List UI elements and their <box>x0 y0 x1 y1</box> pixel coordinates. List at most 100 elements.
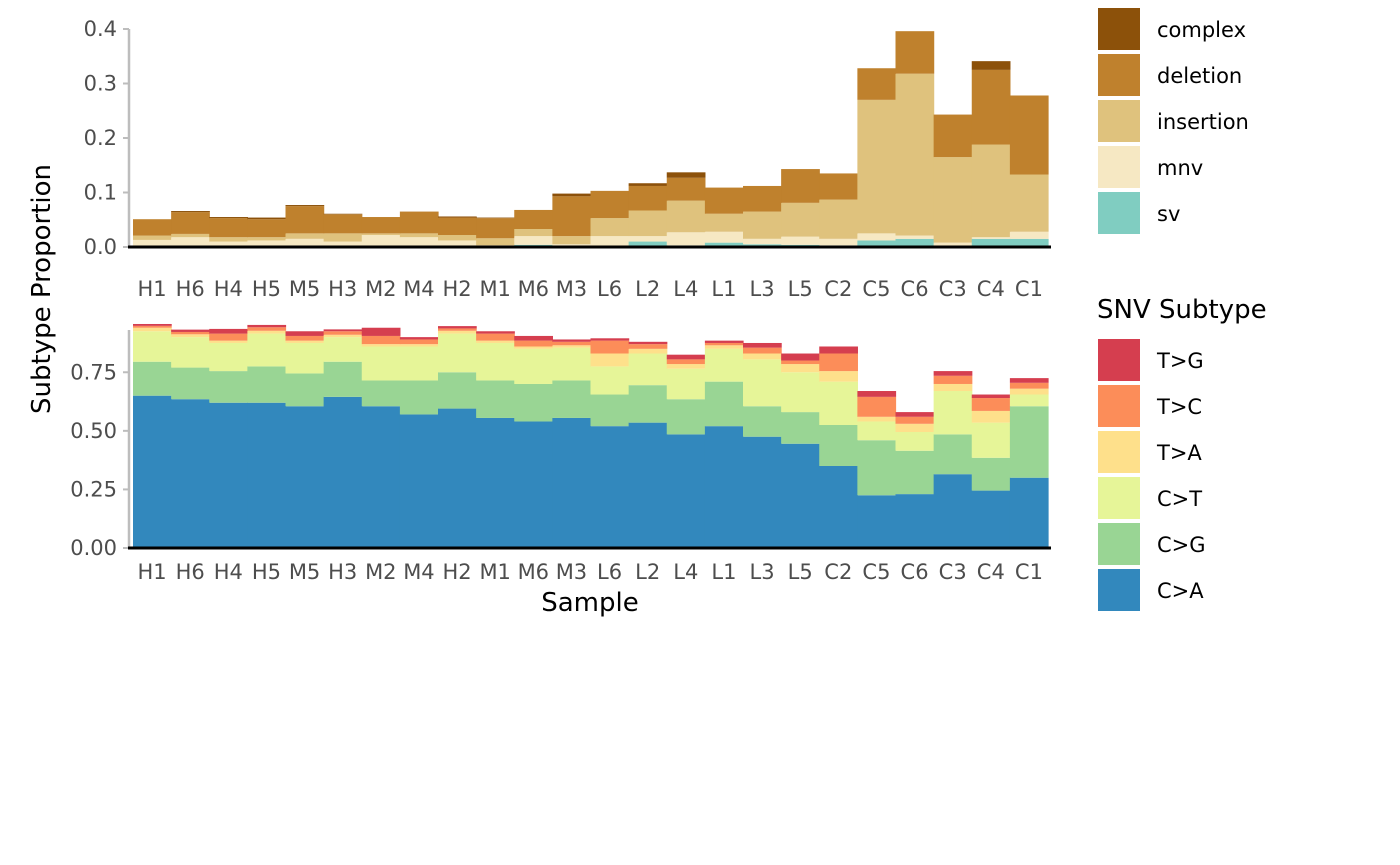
bar-segment-insertion-m3 <box>552 236 592 245</box>
bar-segment-insertion-c3 <box>933 157 973 243</box>
bar-segment-mnv-h4 <box>209 241 248 247</box>
x-tick-label: C1 <box>1015 277 1043 301</box>
x-tick-label: H3 <box>328 277 357 301</box>
bar-segment-complex-l4 <box>666 172 706 178</box>
legend-label-t-to-c: T>C <box>1156 395 1202 419</box>
bar-segment-complex-h3 <box>323 213 363 215</box>
legend-swatch-c-to-g <box>1098 523 1140 565</box>
bar-segment-t-to-a-m6 <box>514 346 553 349</box>
x-tick-label: C1 <box>1015 560 1043 584</box>
bar-segment-t-to-a-l2 <box>628 348 668 354</box>
x-tick-label: L4 <box>673 560 698 584</box>
x-tick-label: C4 <box>977 560 1005 584</box>
bar-segment-c-to-t-m6 <box>514 348 553 384</box>
bar-segment-c-to-t-c3 <box>933 391 973 435</box>
bar-segment-c-to-a-c3 <box>933 474 973 548</box>
bar-segment-c-to-g-c1 <box>1009 406 1049 478</box>
bar-segment-mnv-c3 <box>933 242 973 246</box>
bar-segment-t-to-a-l1 <box>704 345 744 349</box>
y-tick-label: 0.4 <box>84 17 117 41</box>
legend-label-mnv: mnv <box>1157 156 1203 180</box>
bar-segment-t-to-a-c5 <box>857 416 897 422</box>
bar-segment-sv-l1 <box>704 242 744 247</box>
bar-segment-insertion-h3 <box>323 233 363 242</box>
bar-segment-c-to-g-m4 <box>399 380 439 415</box>
bar-segment-insertion-h2 <box>438 235 477 241</box>
bar-segment-c-to-a-l4 <box>666 434 706 548</box>
bar-segment-c-to-g-c3 <box>933 434 973 475</box>
bar-segment-sv-c5 <box>857 240 897 247</box>
bar-segment-t-to-a-c4 <box>971 410 1011 423</box>
bar-segment-c-to-g-c2 <box>819 424 858 466</box>
bar-segment-c-to-a-m3 <box>552 417 592 548</box>
bar-segment-t-to-g-l1 <box>704 340 744 343</box>
bar-segment-c-to-a-c1 <box>1009 477 1049 548</box>
bar-segment-insertion-l5 <box>781 202 820 237</box>
bar-segment-c-to-a-h6 <box>171 399 210 548</box>
y-axis-title: Subtype Proportion <box>27 164 57 414</box>
bar-segment-t-to-a-h4 <box>209 340 248 343</box>
x-tick-label: C3 <box>939 560 967 584</box>
bar-segment-insertion-l6 <box>590 218 630 237</box>
bar-segment-insertion-h5 <box>247 237 287 241</box>
x-axis-title: Sample <box>541 588 639 618</box>
bar-segment-mnv-l6 <box>590 236 630 246</box>
legend-label-insertion: insertion <box>1157 110 1249 134</box>
bar-segment-complex-h2 <box>438 216 477 218</box>
bar-segment-deletion-l6 <box>590 190 630 219</box>
bar-segment-t-to-g-m4 <box>399 337 439 340</box>
bar-segment-t-to-c-c4 <box>971 398 1011 411</box>
bar-segment-c-to-g-c5 <box>857 440 897 496</box>
x-tick-label: C4 <box>977 277 1005 301</box>
legend-label-t-to-g: T>G <box>1156 349 1204 373</box>
bar-segment-t-to-g-l5 <box>781 353 820 361</box>
x-tick-label: M3 <box>556 277 587 301</box>
bar-segment-t-to-a-l4 <box>666 364 706 369</box>
x-tick-label: C2 <box>824 277 852 301</box>
bar-segment-t-to-a-m5 <box>285 340 325 343</box>
bar-segment-t-to-a-h3 <box>323 334 363 338</box>
bar-segment-c-to-a-h3 <box>323 396 363 548</box>
bar-segment-t-to-g-l6 <box>590 338 630 341</box>
bar-segment-t-to-a-h6 <box>171 334 210 338</box>
bar-segment-c-to-g-h4 <box>209 371 248 403</box>
bar-segment-t-to-c-l1 <box>704 342 744 346</box>
legend-label-c-to-t: C>T <box>1157 487 1202 511</box>
x-tick-label: L2 <box>635 277 660 301</box>
bar-segment-t-to-c-m2 <box>361 335 401 345</box>
legend-swatch-t-to-a <box>1098 431 1140 473</box>
bar-segment-insertion-h6 <box>171 233 210 238</box>
top-panel: 0.0 0.1 0.2 0.3 0.4 H1 H6 H4 H5 M5 H3 M2 M4 H2 M1 M6 M3 L… <box>84 17 1051 301</box>
y-tick-label: 0.25 <box>70 477 117 501</box>
bar-segment-c-to-g-l5 <box>781 412 820 444</box>
bar-segment-t-to-c-m4 <box>399 339 439 345</box>
bar-segment-mnv-h3 <box>323 241 363 247</box>
bar-segment-t-to-a-l6 <box>590 353 630 367</box>
bar-segment-c-to-t-h1 <box>133 331 172 362</box>
bar-segment-mnv-h6 <box>171 237 210 247</box>
bar-segment-t-to-a-m3 <box>552 345 592 348</box>
bar-segment-c-to-g-h1 <box>133 361 172 396</box>
bar-segment-t-to-a-m4 <box>399 344 439 347</box>
x-tick-label: H4 <box>214 277 243 301</box>
bar-segment-t-to-g-c2 <box>819 346 858 354</box>
bar-segment-sv-c6 <box>895 238 935 247</box>
x-tick-label: H4 <box>214 560 243 584</box>
bar-segment-c-to-g-h5 <box>247 366 287 403</box>
bar-segment-t-to-g-h5 <box>247 324 287 328</box>
bar-segment-deletion-l5 <box>781 169 820 203</box>
bar-segment-t-to-c-h1 <box>133 325 172 328</box>
bar-segment-insertion-m6 <box>514 229 553 237</box>
bar-segment-c-to-t-m3 <box>552 347 592 381</box>
bar-segment-t-to-c-h3 <box>323 331 363 335</box>
bar-segment-c-to-a-m2 <box>361 406 401 548</box>
bar-segment-c-to-a-m6 <box>514 421 553 548</box>
bar-segment-c-to-t-l4 <box>666 368 706 400</box>
bar-segment-sv-c4 <box>971 238 1011 247</box>
bar-segment-t-to-g-l2 <box>628 341 668 345</box>
bar-segment-t-to-g-h1 <box>133 323 172 326</box>
bar-segment-c-to-t-h5 <box>247 333 287 367</box>
legend-swatch-deletion <box>1098 54 1140 96</box>
bar-segment-c-to-g-h2 <box>438 372 477 409</box>
